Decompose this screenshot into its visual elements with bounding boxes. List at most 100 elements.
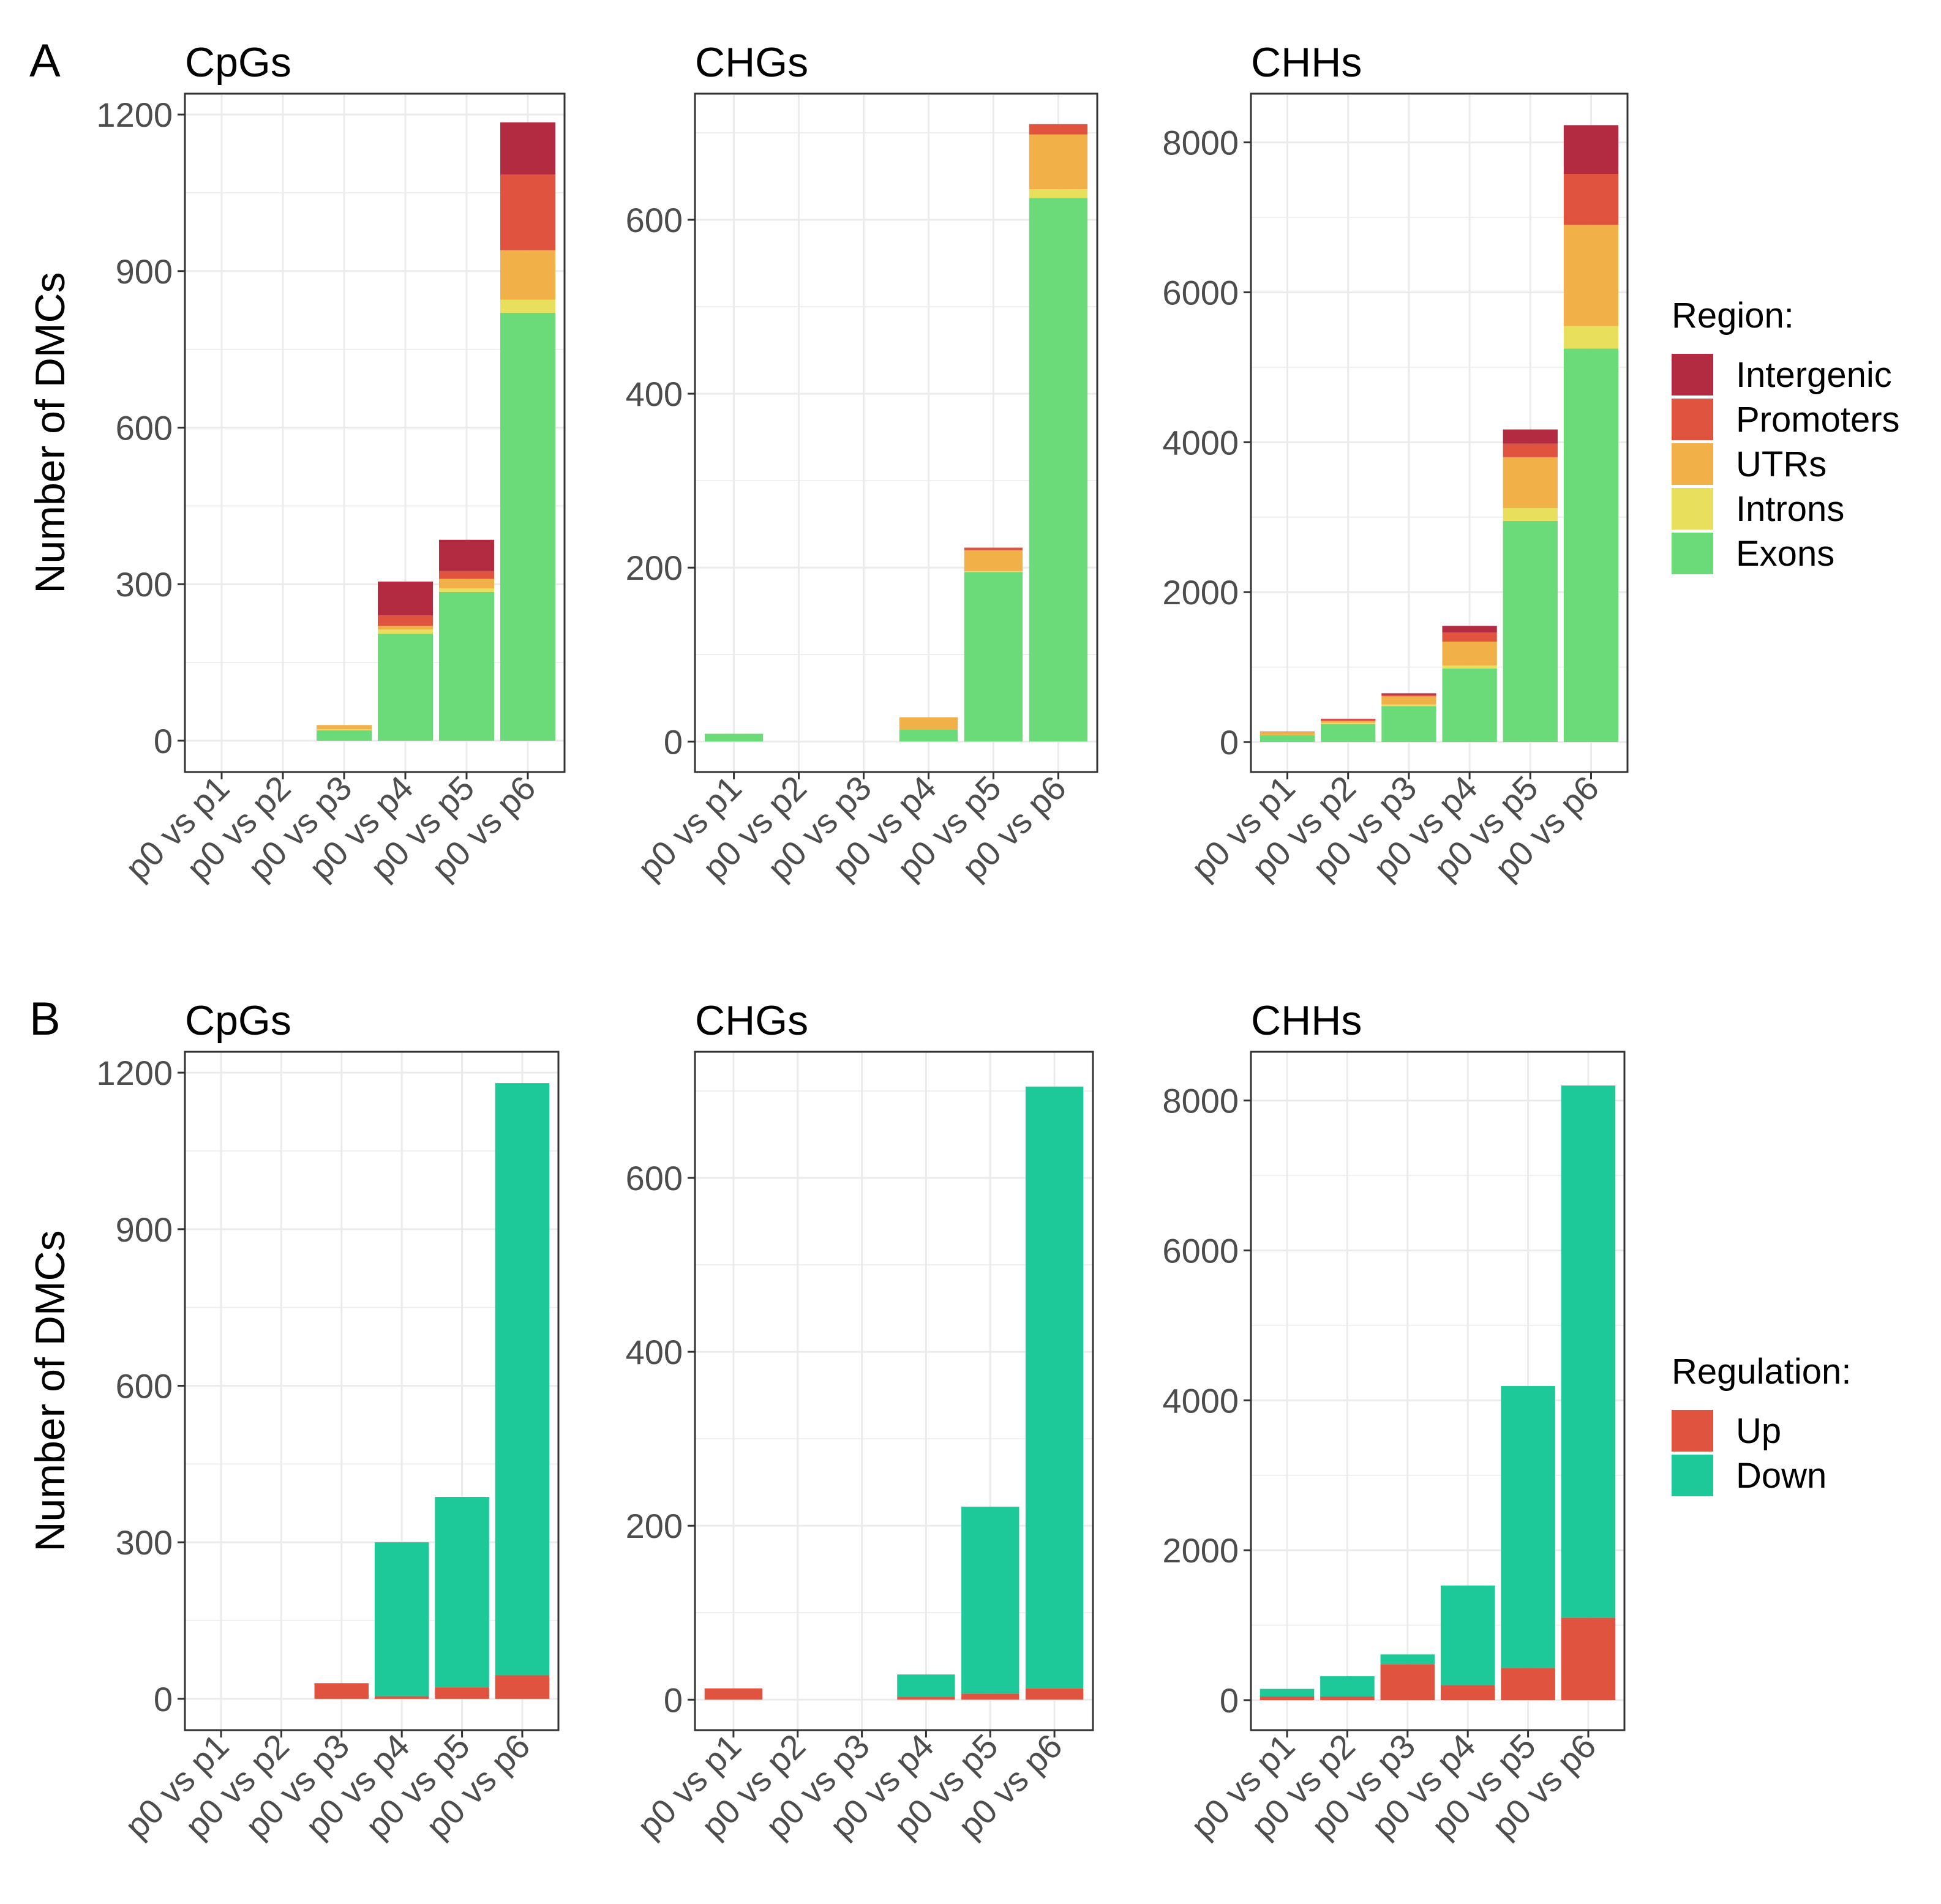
bar-down-p0-vs-p6 [495, 1083, 550, 1676]
bar-utrs-p0-vs-p6 [1563, 225, 1619, 326]
plot-frame [184, 92, 566, 773]
y-tick-label: 200 [626, 1507, 683, 1545]
bar-up-p0-vs-p1 [704, 1688, 763, 1700]
plot-title: CpGs [185, 39, 291, 86]
legend-b: Regulation: Up Down [1672, 1352, 1851, 1496]
bar-introns-p0-vs-p6 [1563, 326, 1619, 349]
bar-utrs-p0-vs-p3 [1381, 696, 1436, 705]
bar-down-p0-vs-p6 [1561, 1085, 1616, 1618]
panel-letter-b: B [29, 993, 61, 1045]
y-axis-label: Number of DMCs [27, 1230, 73, 1551]
y-axis-label: Number of DMCs [27, 272, 73, 593]
legend-key-intergenic [1672, 354, 1713, 395]
bar-exons-p0-vs-p2 [1321, 724, 1376, 743]
bar-up-p0-vs-p4 [1440, 1685, 1495, 1701]
bar-exons-p0-vs-p4 [378, 634, 433, 741]
bar-intergenic-p0-vs-p5 [1503, 429, 1558, 444]
bar-utrs-p0-vs-p6 [1029, 134, 1088, 190]
panel-letter-a: A [29, 35, 61, 87]
bar-introns-p0-vs-p6 [500, 299, 555, 313]
plot-title: CHGs [695, 39, 808, 86]
bar-utrs-p0-vs-p4 [378, 626, 433, 630]
bar-up-p0-vs-p6 [1025, 1688, 1084, 1700]
bar-introns-p0-vs-p3 [317, 729, 372, 730]
plot-frame [694, 1051, 1094, 1731]
bar-up-p0-vs-p6 [495, 1675, 550, 1699]
bar-down-p0-vs-p4 [1440, 1585, 1495, 1685]
y-tick-label: 200 [626, 549, 683, 587]
y-tick-label: 0 [1220, 723, 1239, 762]
bar-promoters-p0-vs-p5 [1503, 443, 1558, 457]
y-tick-label: 900 [116, 252, 173, 291]
bar-down-p0-vs-p6 [1025, 1086, 1084, 1688]
bar-intergenic-p0-vs-p4 [1442, 626, 1497, 633]
y-tick-label: 2000 [1162, 1531, 1239, 1570]
legend-label-exons: Exons [1736, 534, 1834, 574]
bar-up-p0-vs-p5 [435, 1687, 489, 1699]
bar-utrs-p0-vs-p2 [1321, 721, 1376, 723]
bar-exons-p0-vs-p1 [1260, 735, 1315, 743]
y-tick-label: 2000 [1162, 573, 1239, 612]
legend-label-down: Down [1736, 1456, 1826, 1496]
bar-introns-p0-vs-p4 [1442, 665, 1497, 669]
bar-down-p0-vs-p4 [897, 1674, 955, 1698]
legend-key-up [1672, 1410, 1713, 1452]
y-tick-label: 600 [626, 201, 683, 239]
bar-up-p0-vs-p4 [374, 1696, 429, 1699]
plot-title: CHHs [1251, 39, 1362, 86]
bar-introns-p0-vs-p4 [378, 629, 433, 634]
bar-down-p0-vs-p5 [1501, 1386, 1555, 1668]
bar-introns-p0-vs-p5 [1503, 508, 1558, 521]
legend-key-down [1672, 1455, 1713, 1496]
y-tick-label: 300 [116, 1523, 173, 1562]
bar-intergenic-p0-vs-p5 [439, 539, 494, 571]
legend-key-utrs [1672, 443, 1713, 485]
bar-exons-p0-vs-p6 [500, 312, 555, 741]
bar-exons-p0-vs-p3 [1381, 706, 1436, 743]
y-tick-label: 4000 [1162, 423, 1239, 462]
bar-utrs-p0-vs-p4 [1442, 641, 1497, 666]
legend-label-intergenic: Intergenic [1736, 355, 1892, 395]
bar-utrs-p0-vs-p5 [1503, 457, 1558, 509]
legend-key-exons [1672, 533, 1713, 574]
bar-utrs-p0-vs-p4 [899, 717, 958, 730]
bar-intergenic-p0-vs-p4 [378, 581, 433, 616]
y-tick-label: 0 [664, 1681, 683, 1719]
bar-exons-p0-vs-p1 [704, 733, 764, 742]
bar-exons-p0-vs-p5 [964, 572, 1023, 742]
bar-exons-p0-vs-p3 [317, 730, 372, 741]
legend-label-introns: Introns [1736, 489, 1844, 529]
y-tick-label: 4000 [1162, 1381, 1239, 1420]
y-tick-label: 600 [626, 1159, 683, 1197]
plot-title: CHGs [695, 997, 808, 1044]
y-tick-label: 8000 [1162, 124, 1239, 162]
bar-up-p0-vs-p4 [897, 1697, 955, 1700]
bar-promoters-p0-vs-p6 [1029, 124, 1088, 135]
bar-exons-p0-vs-p5 [1503, 520, 1558, 743]
legend-title: Region: [1672, 296, 1794, 335]
legend-label-utrs: UTRs [1736, 444, 1826, 484]
y-tick-label: 400 [626, 1333, 683, 1371]
bar-promoters-p0-vs-p5 [439, 571, 494, 579]
bar-utrs-p0-vs-p6 [500, 250, 555, 300]
bar-up-p0-vs-p2 [1320, 1696, 1375, 1701]
bar-down-p0-vs-p5 [961, 1506, 1019, 1694]
y-tick-label: 0 [664, 722, 683, 761]
bar-down-p0-vs-p5 [435, 1497, 489, 1688]
bar-exons-p0-vs-p4 [899, 729, 958, 742]
bar-introns-p0-vs-p5 [964, 571, 1023, 572]
legend-key-introns [1672, 488, 1713, 530]
bar-introns-p0-vs-p3 [1381, 704, 1436, 707]
bar-introns-p0-vs-p5 [439, 588, 494, 592]
y-tick-label: 600 [116, 1366, 173, 1405]
bar-up-p0-vs-p3 [1380, 1664, 1435, 1701]
legend-label-promoters: Promoters [1736, 400, 1900, 440]
bar-promoters-p0-vs-p4 [1442, 632, 1497, 642]
bar-utrs-p0-vs-p1 [1260, 732, 1315, 735]
